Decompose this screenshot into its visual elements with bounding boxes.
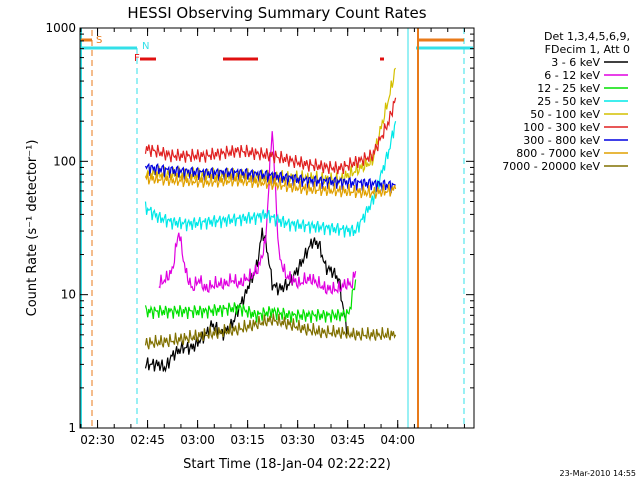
series-line-5	[144, 97, 397, 175]
legend-header-line: Det 1,3,4,5,6,9,	[544, 30, 630, 43]
x-tick-label: 04:00	[380, 433, 415, 447]
series-line-0	[144, 227, 350, 373]
legend-header-line: FDecim 1, Att 0	[545, 43, 630, 56]
series-line-1	[158, 131, 357, 295]
legend-entry-label: 100 - 300 keV	[523, 121, 600, 134]
y-tick-label: 1000	[45, 21, 76, 35]
x-tick-label: 02:45	[130, 433, 165, 447]
legend-entry-label: 3 - 6 keV	[551, 56, 600, 69]
legend-entry-label: 300 - 800 keV	[523, 134, 600, 147]
chart-title: HESSI Observing Summary Count Rates	[127, 4, 426, 22]
x-tick-label: 03:45	[330, 433, 365, 447]
legend-entry-label: 800 - 7000 keV	[516, 147, 600, 160]
series-line-7	[144, 171, 397, 199]
series-line-4	[145, 67, 397, 187]
y-axis-label: Count Rate (s⁻¹ detector⁻¹)	[25, 140, 40, 317]
flag-label-f: F	[134, 53, 140, 64]
x-axis-label: Start Time (18-Jan-04 02:22:22)	[183, 457, 391, 472]
plot-frame	[79, 27, 475, 429]
x-tick-label: 03:15	[230, 433, 265, 447]
x-tick-label: 03:00	[180, 433, 215, 447]
x-tick-label: 02:30	[80, 433, 115, 447]
y-tick-label: 1	[68, 421, 76, 435]
series-line-2	[144, 279, 357, 323]
legend-entry-label: 6 - 12 keV	[544, 69, 600, 82]
x-tick-label: 03:30	[280, 433, 315, 447]
y-tick-label: 10	[61, 288, 76, 302]
series-line-3	[144, 121, 397, 238]
series-line-8	[144, 313, 397, 350]
flag-label-s: S	[96, 35, 102, 46]
legend-entry-label: 7000 - 20000 keV	[502, 160, 600, 173]
flag-label-n: N	[142, 41, 149, 52]
legend-entry-label: 25 - 50 keV	[537, 95, 600, 108]
y-tick-label: 100	[53, 154, 76, 168]
footer-timestamp: 23-Mar-2010 14:55	[560, 469, 637, 478]
legend-entry-label: 12 - 25 keV	[537, 82, 600, 95]
series-line-6	[144, 162, 396, 194]
legend-entry-label: 50 - 100 keV	[530, 108, 600, 121]
